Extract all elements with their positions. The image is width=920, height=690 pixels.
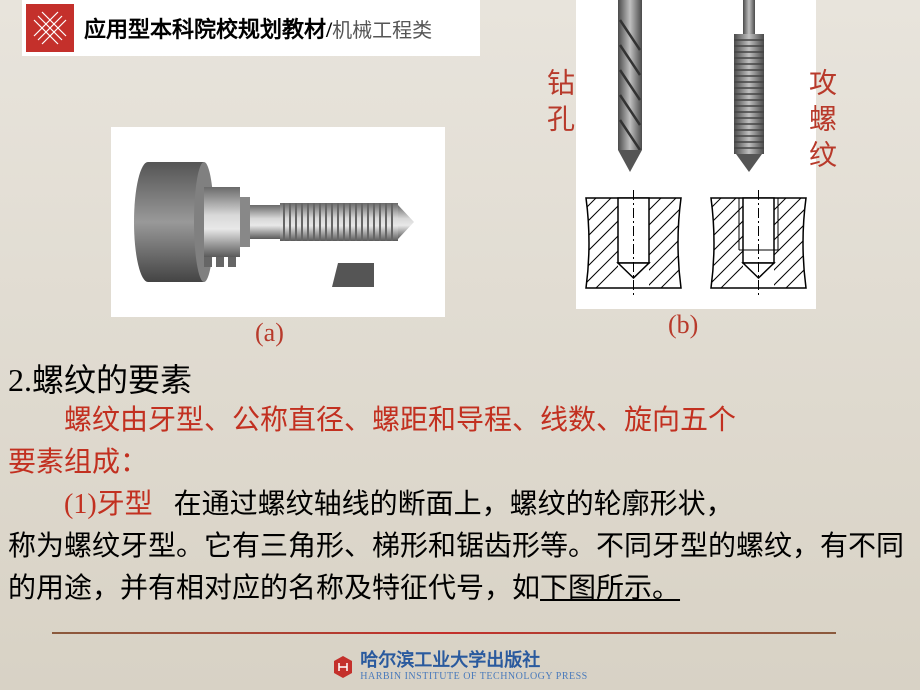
section-heading: 2.螺纹的要素	[8, 355, 192, 401]
figure-b-label: (b)	[668, 310, 698, 340]
drill-label: 钻孔	[538, 68, 578, 140]
para1-lead: 螺纹由牙型、公称直径、螺距和导程、线数、旋向五个	[64, 405, 736, 436]
figure-a-label: (a)	[255, 318, 284, 348]
header-logo-icon	[26, 4, 74, 52]
header-sub-text: 机械工程类	[332, 20, 432, 42]
para2-underlined: 下图所示。	[540, 573, 680, 604]
footer-publisher-en: HARBIN INSTITUTE OF TECHNOLOGY PRESS	[360, 671, 587, 682]
footer-publisher-cn: 哈尔滨工业大学出版社	[360, 651, 540, 671]
header-banner: 应用型本科院校规划教材/机械工程类	[22, 0, 480, 56]
header-main-text: 应用型本科院校规划教材	[84, 17, 326, 42]
footer-text-block: 哈尔滨工业大学出版社 HARBIN INSTITUTE OF TECHNOLOG…	[360, 651, 587, 682]
figure-b-tools	[576, 0, 816, 178]
para2-item: (1)牙型	[64, 489, 153, 520]
decorative-underline	[52, 632, 836, 634]
para1-rest: 要素组成：	[8, 447, 148, 478]
footer: 哈尔滨工业大学出版社 HARBIN INSTITUTE OF TECHNOLOG…	[0, 651, 920, 682]
figure-b-sections	[576, 178, 816, 309]
header-title: 应用型本科院校规划教材/机械工程类	[84, 12, 432, 44]
para2-body1: 在通过螺纹轴线的断面上，螺纹的轮廓形状，	[174, 489, 734, 520]
tap-label: 攻螺纹	[800, 68, 840, 176]
footer-logo-icon	[332, 654, 354, 680]
body-paragraph: 螺纹由牙型、公称直径、螺距和导程、线数、旋向五个 要素组成： (1)牙型 在通过…	[8, 400, 918, 610]
figure-a-image	[111, 127, 445, 317]
para2-body2: 称为螺纹牙型。它有三角形、梯形和锯齿形等。不同牙型的螺纹，有不同的用途，并有相对…	[8, 531, 904, 604]
